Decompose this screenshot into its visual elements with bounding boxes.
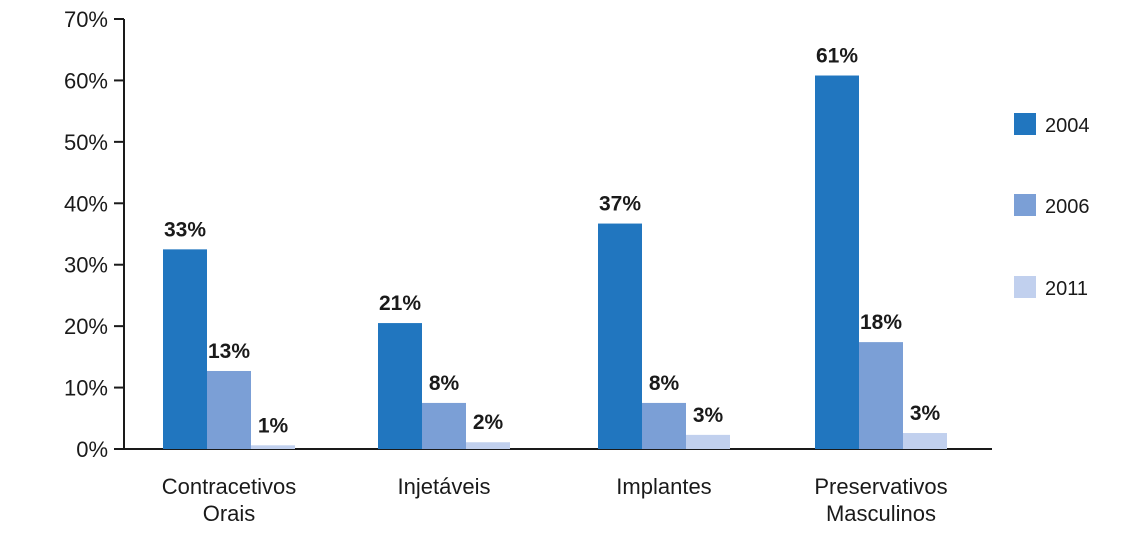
bar-2006-3 <box>859 342 903 449</box>
legend-swatch <box>1014 194 1036 216</box>
bar-2011-3 <box>903 433 947 449</box>
category-label: Injetáveis <box>398 474 491 499</box>
y-tick-label: 10% <box>64 376 108 401</box>
data-label-2006-0: 13% <box>208 340 250 363</box>
y-tick-label: 40% <box>64 191 108 216</box>
y-tick-label: 70% <box>64 7 108 32</box>
legend-swatch <box>1014 113 1036 135</box>
bars <box>163 75 947 449</box>
data-label-2004-3: 61% <box>816 45 858 68</box>
y-tick-label: 30% <box>64 253 108 278</box>
y-tick-label: 60% <box>64 68 108 93</box>
bar-2004-1 <box>378 323 422 449</box>
data-label-2006-3: 18% <box>860 311 902 334</box>
data-labels: 33% 21% 37% 61% 13% 8% 8% 18% 1% 2% 3% 3% <box>164 45 941 438</box>
bar-2006-1 <box>422 402 466 449</box>
bar-2006-0 <box>207 370 251 449</box>
bar-2011-0 <box>251 445 295 449</box>
bar-2011-2 <box>686 434 730 449</box>
legend-swatch <box>1014 276 1036 298</box>
data-label-2011-0: 1% <box>258 414 289 437</box>
category-label: Contracetivos Orais <box>162 474 297 526</box>
bar-2006-2 <box>642 402 686 449</box>
legend: 2004 2006 2011 <box>1014 113 1090 300</box>
axes: 0% 10% 20% 30% 40% 50% 60% 70% <box>64 7 992 462</box>
bar-2004-2 <box>598 223 642 449</box>
data-label-2006-1: 8% <box>429 372 460 395</box>
data-label-2011-1: 2% <box>473 411 504 434</box>
data-label-2006-2: 8% <box>649 372 680 395</box>
data-label-2004-2: 37% <box>599 193 641 216</box>
bar-2011-1 <box>466 442 510 449</box>
y-tick-label: 50% <box>64 130 108 155</box>
data-label-2004-1: 21% <box>379 292 421 315</box>
legend-item-2011[interactable]: 2011 <box>1014 276 1088 300</box>
data-label-2004-0: 33% <box>164 218 206 241</box>
legend-item-2004[interactable]: 2004 <box>1014 113 1090 137</box>
legend-label: 2011 <box>1045 278 1088 300</box>
legend-item-2006[interactable]: 2006 <box>1014 194 1090 218</box>
category-labels: Contracetivos Orais Injetáveis Implantes Pre… <box>162 474 948 526</box>
data-label-2011-2: 3% <box>693 404 724 427</box>
category-label: Preservativos Masculinos <box>814 474 947 526</box>
legend-label: 2006 <box>1045 196 1090 218</box>
y-tick-label: 0% <box>76 437 108 462</box>
y-tick-label: 20% <box>64 314 108 339</box>
bar-2004-0 <box>163 249 207 449</box>
category-label: Implantes <box>616 474 711 499</box>
data-label-2011-3: 3% <box>910 402 941 425</box>
legend-label: 2004 <box>1045 115 1090 137</box>
bar-2004-3 <box>815 75 859 449</box>
